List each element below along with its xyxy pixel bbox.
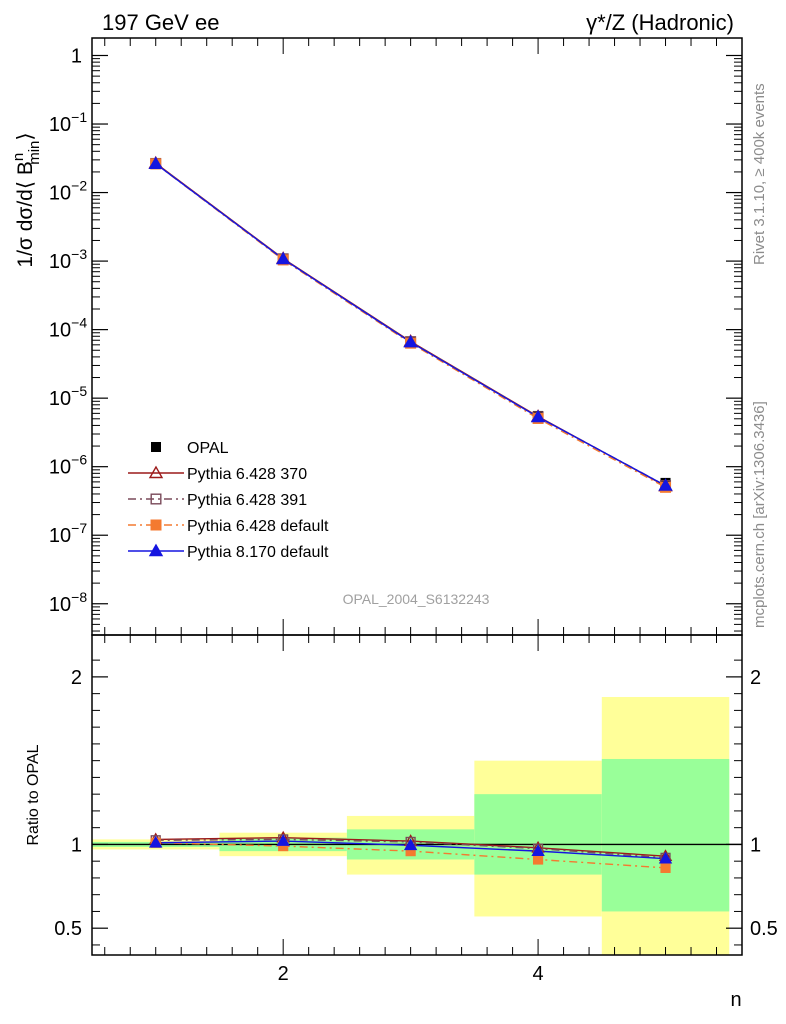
ratio-ticks: 0.5 0.5 1 1 2 2 2 4 (54, 635, 778, 985)
main-series-line-3 (155, 163, 666, 487)
main-y-label-close: ⟩ (14, 132, 37, 140)
right-title-text: γ*/Z (Hadronic) (586, 10, 734, 35)
y-tick-label: 10−2 (49, 178, 87, 205)
ratio-frame (91, 634, 743, 956)
main-marker-3 (658, 478, 673, 491)
legend-label-1: Pythia 6.428 391 (187, 492, 307, 509)
x-tick-label: 4 (533, 963, 544, 985)
y-tick-label: 10−3 (49, 246, 87, 273)
y-tick-base: 1 (71, 45, 82, 67)
legend-entry-3: Pythia 8.170 default (128, 543, 329, 561)
y-tick-label: 10−5 (49, 383, 87, 410)
ratio-marker-2 (532, 854, 544, 865)
y-tick-label: 10−1 (49, 109, 87, 136)
ratio-marker-2 (660, 862, 671, 873)
legend-marker-2 (150, 519, 162, 531)
ratio-y-tick-label: 1 (71, 834, 82, 856)
legend-label-2: Pythia 6.428 default (187, 518, 329, 535)
legend: OPAL Pythia 6.428 370 Pythia 6.428 391 Pyth… (128, 440, 329, 561)
legend-entry-1: Pythia 6.428 391 (128, 492, 307, 509)
y-tick-base: 10 (49, 114, 71, 136)
ratio-marker-3 (403, 838, 418, 851)
legend-marker-opal (151, 442, 161, 452)
main-ticks: 110−110−210−310−410−510−610−710−8 (49, 38, 742, 635)
main-series-line-0 (155, 162, 666, 487)
ratio-bands (92, 696, 730, 955)
main-panel: 110−110−210−310−410−510−610−710−8 OPAL_2… (10, 37, 743, 636)
ratio-y-tick-label: 0.5 (54, 918, 82, 940)
left-title: 197 GeV ee (102, 10, 219, 35)
main-y-label-text: 1/σ dσ/d⟨ B (14, 161, 37, 268)
legend-marker-0 (148, 465, 164, 479)
legend-entry-0: Pythia 6.428 370 (128, 465, 307, 483)
y-tick-label: 10−6 (49, 452, 87, 479)
legend-label-0: Pythia 6.428 370 (187, 466, 307, 483)
uncertainty-band-inner-4 (601, 758, 730, 912)
ratio-marker-3 (658, 851, 673, 864)
y-tick-exponent: −6 (71, 452, 87, 468)
main-y-label-sup: n (10, 153, 27, 161)
ratio-marker-3 (276, 834, 290, 846)
ratio-marker-3 (149, 835, 163, 848)
legend-marker-3 (148, 543, 164, 557)
x-axis-label: n (730, 989, 741, 1011)
y-tick-exponent: −4 (71, 315, 87, 331)
y-tick-label: 1 (71, 45, 82, 67)
y-tick-base: 10 (49, 183, 71, 205)
ratio-marker-3 (531, 844, 545, 856)
y-tick-base: 10 (49, 525, 71, 547)
y-tick-base: 10 (49, 320, 71, 342)
y-tick-base: 10 (49, 251, 71, 273)
ratio-y-axis-label: Ratio to OPAL (25, 744, 42, 845)
legend-label-opal: OPAL (187, 440, 229, 457)
main-marker-3 (148, 156, 163, 169)
y-tick-exponent: −2 (71, 178, 87, 194)
y-tick-exponent: −7 (71, 520, 87, 536)
y-tick-label: 10−7 (49, 520, 87, 547)
y-tick-base: 10 (49, 388, 71, 410)
y-tick-exponent: −3 (71, 246, 87, 262)
y-tick-base: 10 (49, 457, 71, 479)
legend-marker-1 (150, 493, 162, 505)
main-marks (148, 155, 673, 493)
mcplots-label: mcplots.cern.ch [arXiv:1306.3436] (751, 401, 768, 628)
main-marker-3 (530, 409, 546, 423)
y-tick-label: 10−4 (49, 315, 87, 342)
y-tick-label: 10−8 (49, 589, 87, 616)
y-tick-exponent: −5 (71, 383, 87, 399)
legend-label-3: Pythia 8.170 default (187, 544, 329, 561)
legend-entry-2: Pythia 6.428 default (128, 518, 329, 535)
y-tick-exponent: −1 (71, 109, 87, 125)
y-tick-exponent: −8 (71, 589, 87, 605)
ratio-y-tick-label-right: 2 (750, 667, 761, 689)
legend-entry-opal: OPAL (151, 440, 229, 457)
y-tick-base: 10 (49, 594, 71, 616)
ratio-panel: 0.5 0.5 1 1 2 2 2 4 Ratio to OPAL n (25, 634, 778, 1011)
x-tick-label: 2 (278, 963, 289, 985)
main-series-line-1 (155, 162, 666, 487)
main-marker-3 (403, 334, 418, 348)
ratio-y-tick-label: 2 (71, 667, 82, 689)
ratio-marks (92, 830, 742, 873)
main-series-line-2 (155, 163, 666, 488)
ratio-y-tick-label-right: 1 (750, 834, 761, 856)
rivet-label: Rivet 3.1.10, ≥ 400k events (751, 83, 768, 265)
right-title: γ*/Z (Hadronic) (586, 10, 734, 35)
main-y-label-sub: min (26, 141, 43, 165)
main-marker-3 (275, 251, 291, 265)
analysis-label: OPAL_2004_S6132243 (343, 591, 490, 607)
ratio-y-tick-label-right: 0.5 (750, 918, 778, 940)
main-y-axis-label: 1/σ dσ/d⟨ Bnmin⟩ (10, 132, 43, 267)
